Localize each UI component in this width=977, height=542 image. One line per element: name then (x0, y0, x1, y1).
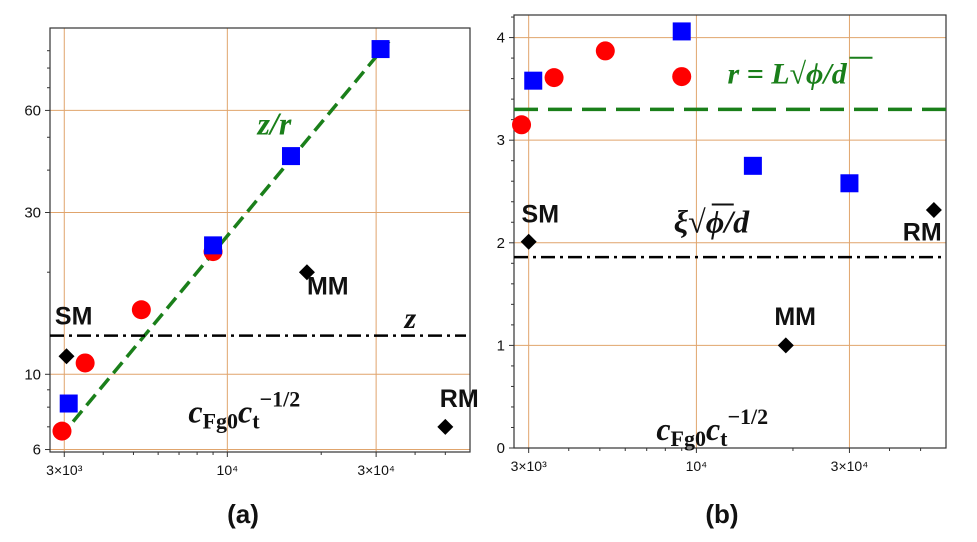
x-tick-label: 3×10⁴ (831, 458, 869, 474)
data-point-circle (544, 68, 564, 88)
annotation-label-mm: MM (774, 303, 816, 331)
data-point-square (672, 22, 691, 41)
data-point-square (743, 156, 762, 175)
formula-sqrt: √ (790, 58, 807, 91)
y-tick-label: 30 (24, 204, 41, 221)
data-point-circle (512, 115, 532, 135)
annotation-xi-formula: ξ√ϕ/d (674, 204, 750, 240)
panel-label: (b) (705, 499, 738, 529)
data-point-square (59, 394, 78, 413)
annotation-r-formula: r = L√ϕ/d (727, 58, 847, 91)
data-point-square (281, 147, 300, 166)
formula-sub: Fg0 (203, 409, 238, 434)
data-point-diamond (298, 264, 315, 281)
y-tick-label: 3 (497, 132, 505, 149)
data-point-circle (672, 67, 692, 87)
panel-label: (a) (227, 499, 259, 529)
annotation-label-rm: RM (903, 219, 942, 247)
data-point-square (371, 40, 390, 59)
formula-c: c (238, 394, 252, 430)
x-tick-label: 10⁴ (217, 462, 239, 478)
x-tick-label: 3×10⁴ (357, 462, 395, 478)
data-point-circle (595, 41, 615, 61)
plot-frame (49, 27, 471, 453)
annotation-label-sm: SM (55, 303, 93, 331)
annotation-c-formula: cFg0ct−1/2 (656, 404, 768, 451)
annotation-z-over-r: z/r (257, 105, 292, 141)
y-tick-label: 10 (24, 366, 41, 383)
formula-part: /d (722, 204, 750, 240)
data-point-square (524, 71, 543, 90)
annotation-z: z (404, 302, 417, 335)
annotation-label-sm: SM (522, 200, 560, 228)
data-point-square (204, 236, 223, 255)
plot-frame (513, 14, 947, 449)
annotation-label-mm: MM (307, 272, 349, 300)
x-tick-label: 10⁴ (686, 458, 708, 474)
formula-sqrt: √ (688, 204, 706, 240)
formula-c: c (706, 411, 720, 447)
y-tick-label: 6 (33, 442, 41, 459)
formula-sub: t (720, 426, 728, 451)
data-point-circle (52, 421, 72, 441)
plot-area (514, 15, 946, 448)
formula-phi: ϕ (706, 204, 725, 240)
data-point-diamond (520, 233, 537, 250)
formula-xi: ξ (674, 204, 689, 240)
data-point-circle (131, 300, 151, 320)
formula-c: c (656, 411, 670, 447)
formula-c: c (188, 394, 202, 430)
formula-sub: Fg0 (671, 426, 706, 451)
x-tick-label: 3×10³ (46, 462, 83, 478)
fit-line-z-over-r (58, 40, 391, 439)
y-tick-label: 60 (24, 102, 41, 119)
annotation-c-formula: cFg0ct−1/2 (188, 387, 300, 434)
data-point-diamond (437, 418, 454, 435)
formula-phi: ϕ (806, 58, 823, 91)
y-tick-label: 4 (497, 30, 505, 47)
y-tick-label: 0 (497, 440, 505, 457)
formula-sup: −1/2 (728, 404, 769, 429)
data-point-circle (75, 353, 95, 373)
data-point-square (840, 174, 859, 193)
data-point-diamond (925, 201, 942, 218)
data-point-diamond (58, 348, 75, 365)
x-tick-label: 3×10³ (511, 458, 548, 474)
annotation-label-rm: RM (440, 385, 479, 413)
y-tick-label: 1 (497, 337, 505, 354)
formula-part: /d (821, 58, 847, 91)
formula-sup: −1/2 (260, 387, 301, 412)
y-tick-label: 2 (497, 235, 505, 252)
data-point-diamond (777, 337, 794, 354)
formula-sub: t (252, 409, 260, 434)
formula-part: r = L (727, 58, 789, 91)
plot-area (50, 28, 470, 452)
